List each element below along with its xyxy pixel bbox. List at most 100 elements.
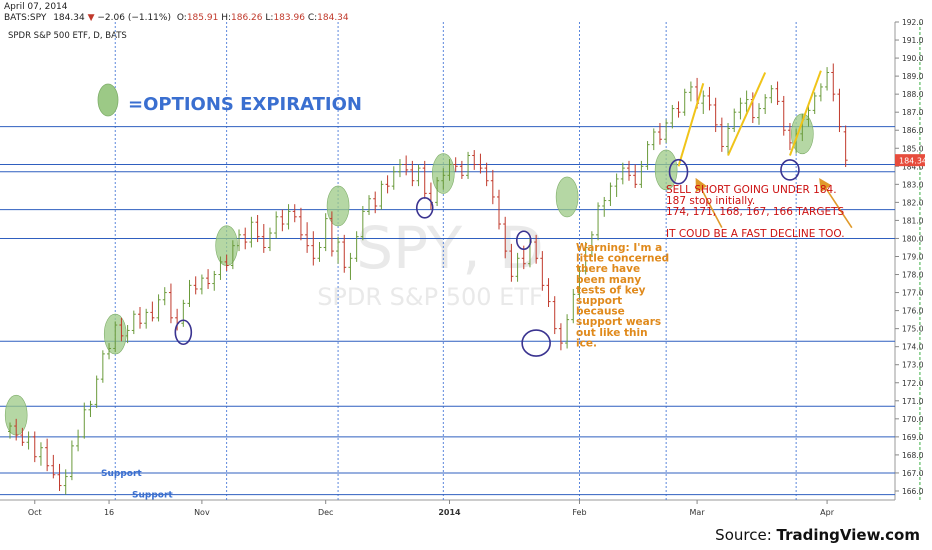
y-tick-label: 184.0: [902, 162, 924, 171]
y-axis: 166.0 167.0 168.0 169.0 170.0 171.0 172.0 173.0…: [895, 18, 924, 496]
warning-line: been many: [576, 274, 641, 286]
hand-drawn-circle: [780, 159, 800, 181]
hand-drawn-circle: [174, 319, 193, 346]
x-tick-label: Apr: [820, 508, 835, 517]
y-tick-label: 179.0: [902, 252, 924, 261]
warning-line: Warning: I'm a: [576, 242, 662, 254]
candlesticks: [8, 63, 848, 495]
y-tick-label: 167.0: [902, 469, 924, 478]
trend-line: [789, 70, 822, 156]
open-value: 185.91: [186, 13, 219, 23]
low-label: L:: [265, 13, 274, 23]
sell-short-annotation: SELL SHORT GOING UNDER 184.187 stop init…: [666, 184, 845, 240]
hand-drawn-circles: [174, 158, 800, 357]
y-tick-label: 185.0: [902, 144, 924, 153]
expiration-bubble: [326, 185, 350, 227]
symbol: BATS:SPY: [4, 13, 47, 23]
watermark: SPY, D SPDR S&P 500 ETF: [317, 214, 544, 311]
close-value: 184.34: [317, 13, 349, 23]
warning-arrow: [819, 178, 853, 229]
support-label: Support: [101, 469, 142, 479]
sell-short-line: SELL SHORT GOING UNDER 184.: [666, 184, 837, 196]
hand-drawn-circle: [521, 329, 551, 357]
sell-short-line: IT COUD BE A FAST DECLINE TOO.: [666, 228, 845, 240]
plot-background: [0, 22, 895, 500]
last-price-tag: 184.34: [895, 154, 927, 167]
y-tick-label: 178.0: [902, 271, 924, 280]
hand-drawn-circle: [415, 196, 434, 219]
warning-line: ice.: [576, 337, 597, 349]
instrument-title: SPDR S&P 500 ETF, D, BATS: [8, 31, 127, 41]
hand-drawn-circle: [668, 158, 689, 185]
warning-line: support: [576, 295, 622, 307]
y-tick-label: 176.0: [902, 307, 924, 316]
x-axis: Oct 16 Nov Dec 2014 Feb Mar Apr: [28, 500, 835, 517]
high-label: H:: [221, 13, 232, 23]
price-change: −2.06 (−1.11%): [97, 13, 171, 23]
down-arrow-icon: ▼: [87, 13, 95, 23]
trend-line: [727, 72, 767, 156]
support-resistance-lines: [0, 126, 895, 496]
x-tick-label: Oct: [28, 508, 42, 517]
legend-bubble-icon: [97, 83, 119, 117]
source-credit: Source: TradingView.com: [715, 526, 920, 544]
quote-line: BATS:SPY 184.34 ▼ −2.06 (−1.11%) O:185.9…: [4, 13, 349, 23]
y-tick-label: 183.0: [902, 180, 924, 189]
open-label: O:: [176, 13, 187, 23]
y-tick-label: 182.0: [902, 198, 924, 207]
price-chart[interactable]: SPDR S&P 500 ETF, D, BATS SPY, D SPDR S&…: [0, 0, 932, 520]
low-value: 183.96: [273, 13, 305, 23]
trend-line: [677, 83, 705, 167]
x-tick-label: Dec: [318, 508, 333, 517]
hand-drawn-circle: [515, 230, 532, 251]
y-tick-label: 189.0: [902, 72, 924, 81]
warning-line: tests of key: [576, 284, 646, 296]
watermark-big: SPY, D: [356, 214, 543, 282]
x-tick-label: 16: [104, 508, 114, 517]
warning-line: there have: [576, 263, 640, 275]
watermark-small: SPDR S&P 500 ETF: [317, 283, 543, 311]
high-value: 186.26: [231, 13, 263, 23]
x-tick-label: Feb: [572, 508, 586, 517]
y-tick-label: 188.0: [902, 90, 924, 99]
x-tick-label: Mar: [690, 508, 706, 517]
warning-line: because: [576, 306, 625, 318]
sell-short-line: 187 stop initially.: [666, 195, 755, 207]
expiration-bubble: [555, 176, 579, 218]
y-tick-label: 171.0: [902, 397, 924, 406]
y-tick-label: 170.0: [902, 415, 924, 424]
support-labels: Support Support: [101, 469, 173, 501]
support-label: Support: [132, 491, 173, 501]
y-tick-label: 172.0: [902, 379, 924, 388]
y-tick-label: 190.0: [902, 54, 924, 63]
legend-text: =OPTIONS EXPIRATION: [128, 94, 362, 115]
trend-lines: [677, 70, 822, 167]
y-tick-label: 192.0: [902, 18, 924, 27]
y-tick-label: 173.0: [902, 361, 924, 370]
source-prefix: Source:: [715, 526, 777, 544]
y-tick-label: 168.0: [902, 451, 924, 460]
close-label: C:: [307, 13, 318, 23]
warning-line: little concerned: [576, 253, 669, 265]
y-tick-label: 187.0: [902, 108, 924, 117]
last-price: 184.34: [53, 13, 85, 23]
y-tick-label: 191.0: [902, 36, 924, 45]
chart-date: April 07, 2014: [4, 2, 68, 12]
warning-line: support wears: [576, 316, 661, 328]
y-tick-label: 175.0: [902, 325, 924, 334]
warning-arrows: [695, 177, 853, 229]
x-tick-label: Nov: [194, 508, 210, 517]
source-name: TradingView.com: [776, 526, 920, 544]
options-expiration-legend: =OPTIONS EXPIRATION: [97, 83, 362, 117]
y-tick-label: 169.0: [902, 433, 924, 442]
y-tick-label: 181.0: [902, 216, 924, 225]
warning-arrow: [695, 177, 723, 229]
y-tick-label: 166.0: [902, 487, 924, 496]
sell-short-line: 174, 171, 168, 167, 166 TARGETS: [666, 206, 845, 218]
warning-line: out like thin: [576, 327, 648, 339]
y-tick-label: 174.0: [902, 343, 924, 352]
y-tick-label: 177.0: [902, 289, 924, 298]
y-tick-label: 186.0: [902, 126, 924, 135]
